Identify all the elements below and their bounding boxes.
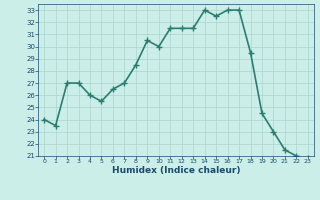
X-axis label: Humidex (Indice chaleur): Humidex (Indice chaleur) (112, 166, 240, 175)
